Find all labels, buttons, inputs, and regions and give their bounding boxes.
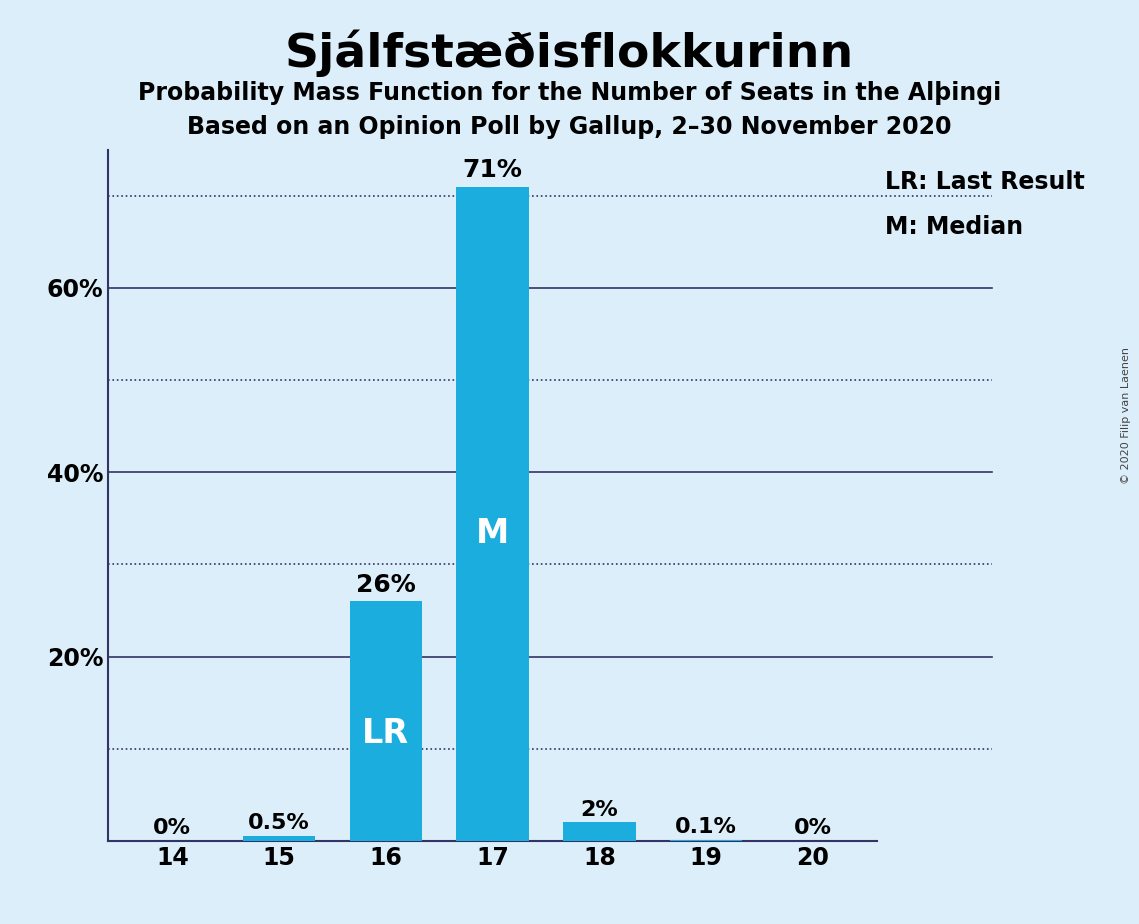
Bar [457, 187, 528, 841]
Text: Sjálfstæðisflokkurinn: Sjálfstæðisflokkurinn [285, 30, 854, 77]
Text: 2%: 2% [581, 799, 618, 820]
Bar [243, 836, 316, 841]
Text: 0%: 0% [794, 818, 831, 838]
Text: 71%: 71% [462, 158, 523, 182]
Text: LR: Last Result: LR: Last Result [885, 170, 1084, 194]
Bar [563, 822, 636, 841]
Text: LR: LR [362, 716, 409, 749]
Text: Based on an Opinion Poll by Gallup, 2–30 November 2020: Based on an Opinion Poll by Gallup, 2–30… [187, 115, 952, 139]
Text: Probability Mass Function for the Number of Seats in the Alþingi: Probability Mass Function for the Number… [138, 81, 1001, 105]
Text: 0.1%: 0.1% [675, 817, 737, 837]
Text: M: M [476, 517, 509, 550]
Text: M: Median: M: Median [885, 215, 1023, 239]
Text: 0.5%: 0.5% [248, 813, 310, 833]
Text: 0%: 0% [154, 818, 191, 838]
Text: 26%: 26% [357, 573, 416, 597]
Text: © 2020 Filip van Laenen: © 2020 Filip van Laenen [1121, 347, 1131, 484]
Bar [350, 602, 423, 841]
